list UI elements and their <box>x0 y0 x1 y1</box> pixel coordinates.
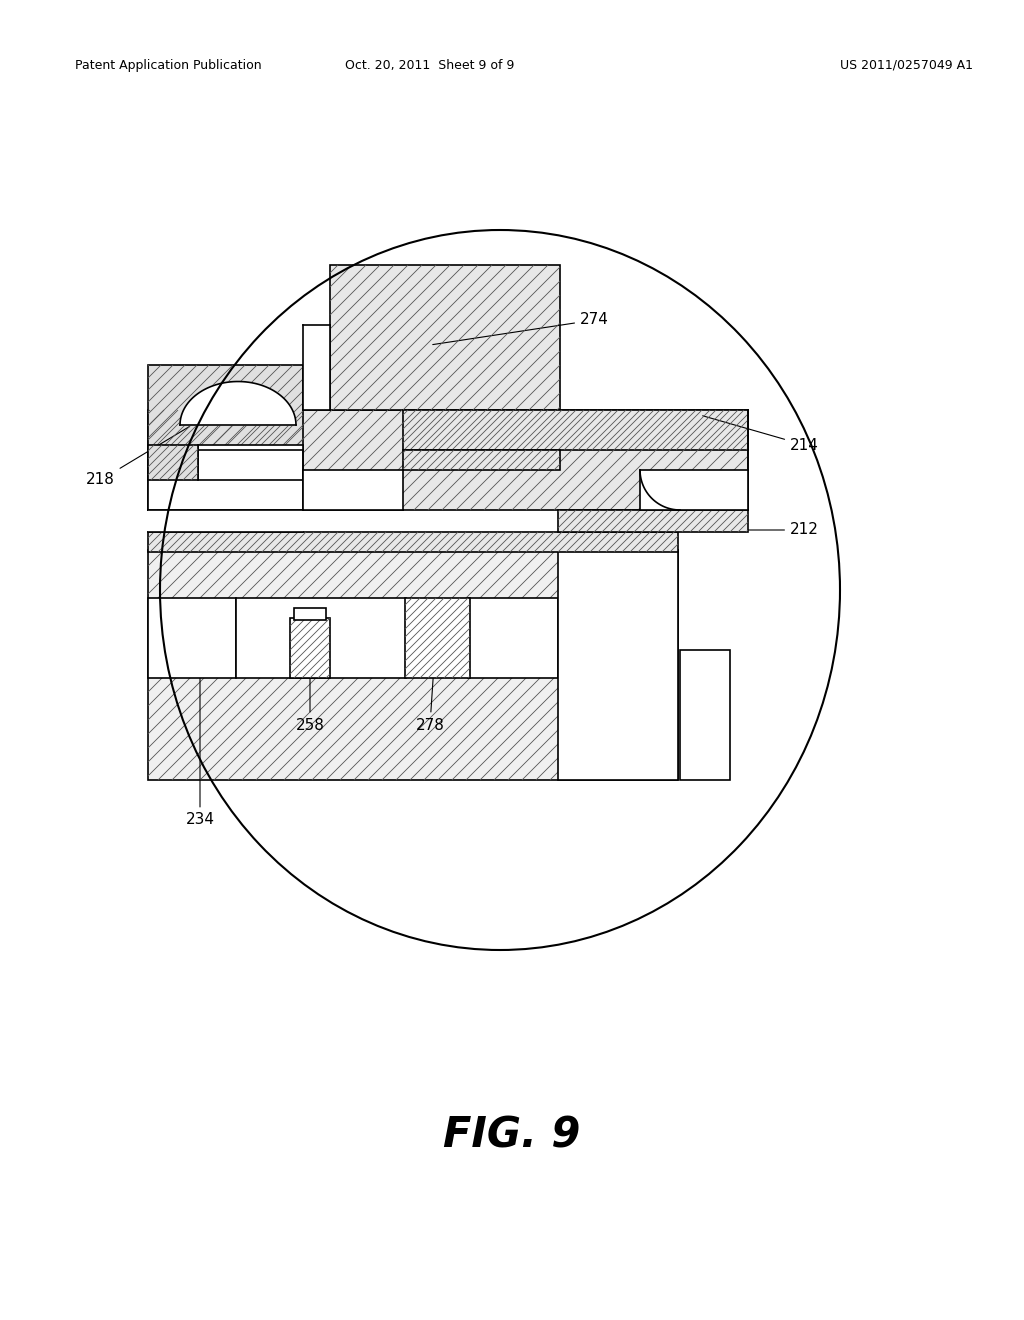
Bar <box>294 609 326 620</box>
Text: 258: 258 <box>296 623 325 733</box>
Bar <box>236 598 406 678</box>
Bar <box>303 470 403 510</box>
Bar <box>558 550 678 780</box>
Bar <box>303 325 330 411</box>
Text: Oct. 20, 2011  Sheet 9 of 9: Oct. 20, 2011 Sheet 9 of 9 <box>345 58 515 71</box>
Bar <box>148 550 678 780</box>
Bar <box>680 649 730 780</box>
Bar <box>403 411 748 450</box>
Bar <box>148 411 748 510</box>
Bar <box>148 598 236 678</box>
Text: 218: 218 <box>86 426 189 487</box>
Bar <box>290 618 330 678</box>
Text: 214: 214 <box>702 416 819 453</box>
Bar <box>468 598 558 678</box>
Text: FIG. 9: FIG. 9 <box>443 1114 581 1156</box>
Bar <box>148 445 198 480</box>
Text: US 2011/0257049 A1: US 2011/0257049 A1 <box>840 58 973 71</box>
Bar <box>406 598 470 678</box>
Text: 274: 274 <box>433 313 609 345</box>
Bar <box>148 532 678 552</box>
Text: Patent Application Publication: Patent Application Publication <box>75 58 261 71</box>
Bar <box>148 450 303 510</box>
Bar <box>640 470 748 510</box>
Bar <box>198 445 303 480</box>
Bar <box>148 510 303 532</box>
Bar <box>330 265 560 411</box>
Text: 212: 212 <box>718 523 819 537</box>
Polygon shape <box>180 381 296 425</box>
Text: 278: 278 <box>416 623 444 733</box>
Text: 234: 234 <box>185 673 214 828</box>
Bar <box>148 366 303 450</box>
Bar <box>403 450 560 470</box>
Bar <box>558 510 748 532</box>
